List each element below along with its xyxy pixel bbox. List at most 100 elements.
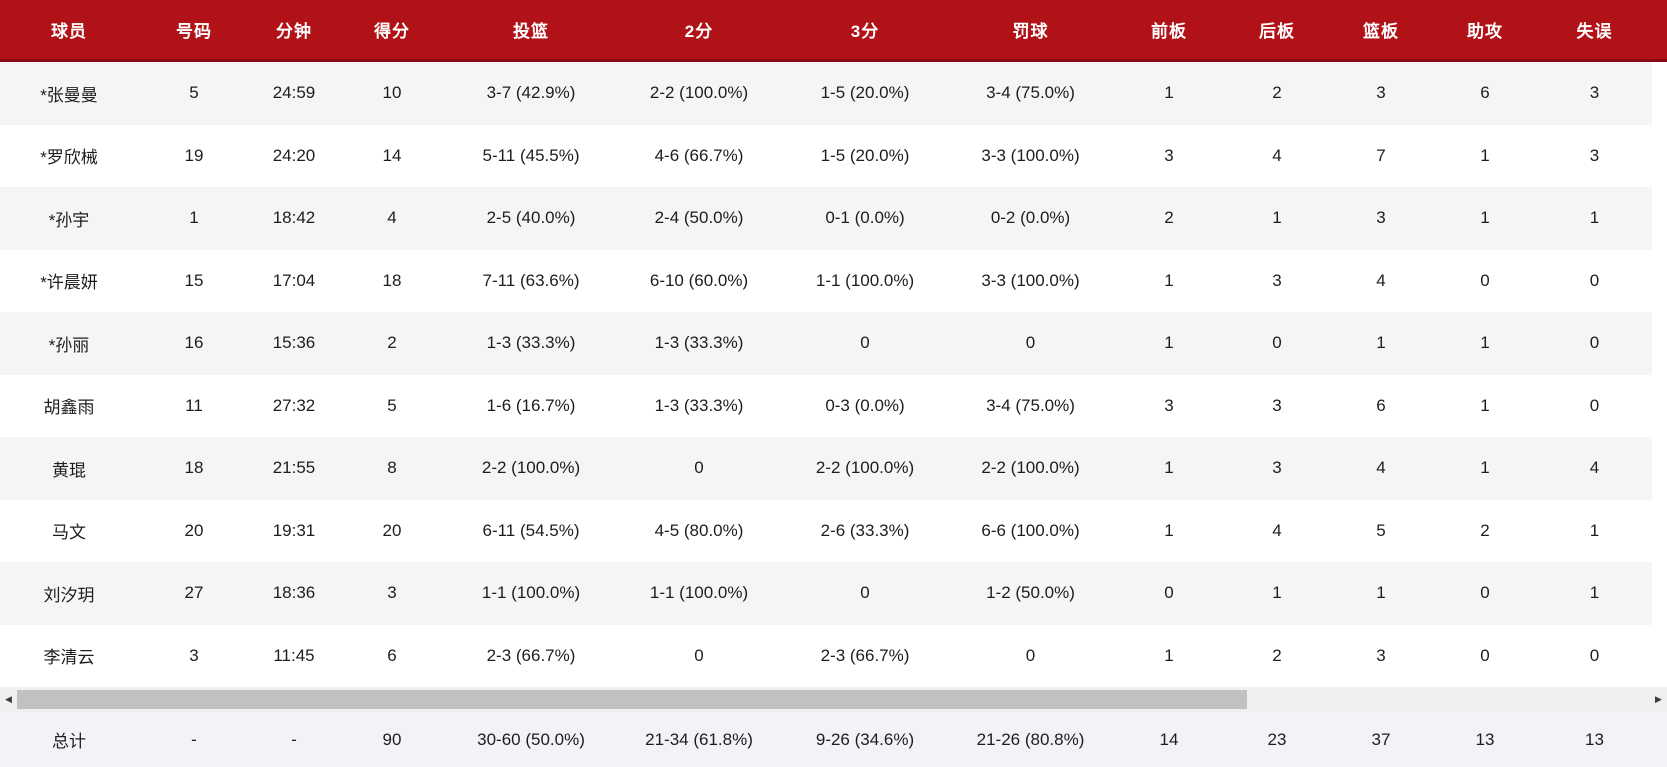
cell-minutes: 24:20 (272, 145, 316, 165)
column-header-number: 号码 (176, 22, 212, 41)
total-cell-to: 13 (1585, 729, 1604, 749)
scrollbar-right-arrow-icon: ▶ (1655, 694, 1662, 704)
column-header-2pt: 2分 (684, 22, 714, 41)
cell-player: *罗欣械 (40, 148, 98, 168)
cell-3pt: 2-6 (33.3%) (820, 520, 910, 540)
table-row: 李清云 3 11:45 6 2-3 (66.7%) 0 2-3 (66.7%) 0 1 2 3 0 0 (0, 624, 1652, 687)
cell-number: 15 (184, 270, 204, 290)
cell-fg: 7-11 (63.6%) (482, 270, 580, 290)
cell-oreb: 1 (1164, 333, 1174, 353)
cell-minutes: 27:32 (272, 395, 316, 415)
cell-minutes: 17:04 (272, 270, 316, 290)
cell-number: 20 (184, 520, 204, 540)
cell-points: 14 (382, 145, 402, 165)
cell-ast: 1 (1480, 145, 1490, 165)
cell-dreb: 3 (1272, 458, 1282, 478)
cell-fg: 3-7 (42.9%) (486, 83, 576, 103)
total-cell-ast: 13 (1475, 729, 1495, 749)
table-body: *张曼曼 5 24:59 10 3-7 (42.9%) 2-2 (100.0%) 1-5 (… (0, 62, 1667, 687)
column-header-ft: 罚球 (1012, 22, 1049, 41)
column-header-dreb: 后板 (1259, 22, 1295, 41)
cell-oreb: 1 (1164, 520, 1174, 540)
cell-points: 2 (387, 333, 397, 353)
cell-dreb: 1 (1272, 583, 1282, 603)
cell-fg: 5-11 (45.5%) (482, 145, 580, 165)
cell-ft: 1-2 (50.0%) (986, 583, 1075, 603)
cell-ast: 2 (1480, 520, 1490, 540)
cell-to: 3 (1589, 83, 1600, 103)
table-row: 马文 20 19:31 20 6-11 (54.5%) 4-5 (80.0%) 2-6 (3… (0, 499, 1652, 562)
cell-ft: 3-3 (100.0%) (981, 145, 1080, 165)
scrollbar-thumb[interactable] (17, 690, 1247, 709)
cell-dreb: 4 (1272, 145, 1282, 165)
cell-2pt: 4-5 (80.0%) (654, 520, 744, 540)
scrollbar-left-button[interactable]: ◀ (0, 687, 17, 712)
table-header-grid: 球员 号码 分钟 得分 投篮 2分 3分 罚球 前板 后板 篮板 助攻 失误 (0, 0, 1652, 59)
cell-oreb: 2 (1164, 208, 1174, 228)
cell-3pt: 1-5 (20.0%) (820, 83, 910, 103)
cell-fg: 1-1 (100.0%) (481, 583, 581, 603)
cell-dreb: 1 (1272, 208, 1282, 228)
cell-3pt: 0-1 (0.0%) (825, 208, 905, 228)
cell-oreb: 0 (1164, 583, 1174, 603)
cell-points: 3 (387, 583, 397, 603)
column-header-3pt: 3分 (850, 22, 880, 41)
cell-ast: 0 (1480, 583, 1490, 603)
cell-ft: 0 (1025, 645, 1036, 665)
cell-ft: 3-3 (100.0%) (981, 270, 1080, 290)
cell-points: 18 (382, 270, 402, 290)
total-cell-points: 90 (382, 729, 402, 749)
cell-3pt: 0-3 (0.0%) (825, 395, 905, 415)
cell-3pt: 0 (860, 333, 870, 353)
cell-to: 4 (1589, 458, 1600, 478)
cell-fg: 2-2 (100.0%) (481, 458, 581, 478)
cell-fg: 1-6 (16.7%) (486, 395, 576, 415)
cell-player: *张曼曼 (40, 85, 98, 105)
cell-ast: 1 (1480, 333, 1490, 353)
cell-ast: 1 (1480, 208, 1490, 228)
cell-to: 1 (1589, 208, 1600, 228)
table-header: 球员 号码 分钟 得分 投篮 2分 3分 罚球 前板 后板 篮板 助攻 失误 (0, 0, 1667, 62)
cell-oreb: 1 (1164, 83, 1174, 103)
cell-dreb: 2 (1272, 645, 1282, 665)
table-row: *许晨妍 15 17:04 18 7-11 (63.6%) 6-10 (60.0%) 1-1… (0, 249, 1652, 312)
cell-player: *孙丽 (48, 335, 90, 355)
cell-points: 10 (382, 83, 402, 103)
cell-reb: 4 (1376, 270, 1386, 290)
cell-to: 0 (1589, 645, 1600, 665)
total-cell-oreb: 14 (1159, 729, 1179, 749)
table-row: 黄琨 18 21:55 8 2-2 (100.0%) 0 2-2 (100.0%) 2-2 (… (0, 437, 1652, 500)
cell-reb: 7 (1376, 145, 1386, 165)
horizontal-scrollbar[interactable]: ◀ ▶ (0, 687, 1667, 712)
cell-number: 18 (184, 458, 204, 478)
cell-oreb: 1 (1164, 270, 1174, 290)
cell-player: 李清云 (43, 648, 95, 668)
cell-dreb: 3 (1272, 270, 1282, 290)
scrollbar-right-button[interactable]: ▶ (1650, 687, 1667, 712)
cell-ft: 3-4 (75.0%) (986, 83, 1075, 103)
cell-player: 胡鑫雨 (43, 398, 95, 418)
cell-2pt: 1-3 (33.3%) (654, 395, 744, 415)
cell-reb: 6 (1376, 395, 1386, 415)
cell-2pt: 0 (694, 458, 704, 478)
cell-fg: 1-3 (33.3%) (486, 333, 576, 353)
cell-2pt: 4-6 (66.7%) (654, 145, 744, 165)
cell-minutes: 18:42 (272, 208, 316, 228)
cell-ft: 2-2 (100.0%) (981, 458, 1080, 478)
cell-oreb: 3 (1164, 395, 1174, 415)
column-header-oreb: 前板 (1151, 22, 1187, 41)
cell-3pt: 1-5 (20.0%) (820, 145, 910, 165)
cell-minutes: 15:36 (272, 333, 316, 353)
total-cell-3pt: 9-26 (34.6%) (815, 729, 915, 749)
cell-player: 刘汐玥 (43, 585, 95, 605)
cell-player: 马文 (52, 523, 86, 543)
scrollbar-left-arrow-icon: ◀ (5, 694, 12, 704)
cell-points: 20 (382, 520, 402, 540)
table-row: *孙丽 16 15:36 2 1-3 (33.3%) 1-3 (33.3%) 0 0 1 0 1 1 0 (0, 312, 1652, 375)
cell-ft: 3-4 (75.0%) (986, 395, 1075, 415)
cell-to: 1 (1589, 583, 1600, 603)
cell-points: 6 (387, 645, 397, 665)
cell-3pt: 1-1 (100.0%) (815, 270, 915, 290)
total-cell-ft: 21-26 (80.8%) (976, 729, 1085, 749)
